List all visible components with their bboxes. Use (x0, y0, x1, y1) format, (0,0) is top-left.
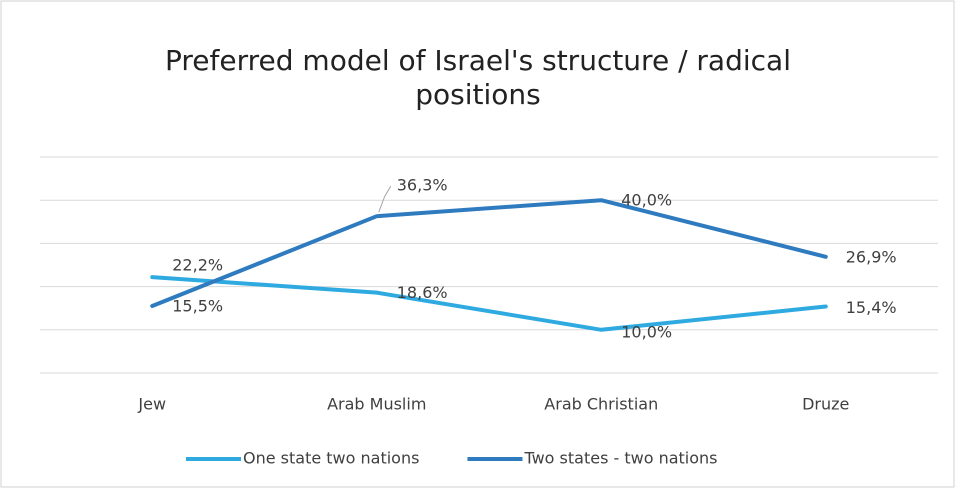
data-label: 15,5% (172, 297, 223, 316)
data-label: 40,0% (621, 191, 672, 210)
x-tick-label: Arab Christian (544, 395, 658, 414)
data-label: 36,3% (397, 176, 448, 195)
data-label: 26,9% (846, 247, 897, 266)
legend-label: One state two nations (243, 449, 419, 468)
x-tick-label: Arab Muslim (327, 395, 426, 414)
chart-title: Preferred model of Israel's structure / … (165, 44, 791, 111)
data-label: 18,6% (397, 283, 448, 302)
data-label: 15,4% (846, 298, 897, 317)
series-line (150, 275, 828, 332)
data-label: 22,2% (172, 256, 223, 275)
series-line (150, 198, 828, 309)
x-tick-label: Jew (137, 395, 166, 414)
data-label: 10,0% (621, 322, 672, 341)
leader-line (378, 185, 392, 213)
legend-label: Two states - two nations (523, 449, 717, 468)
x-tick-label: Druze (802, 395, 849, 414)
